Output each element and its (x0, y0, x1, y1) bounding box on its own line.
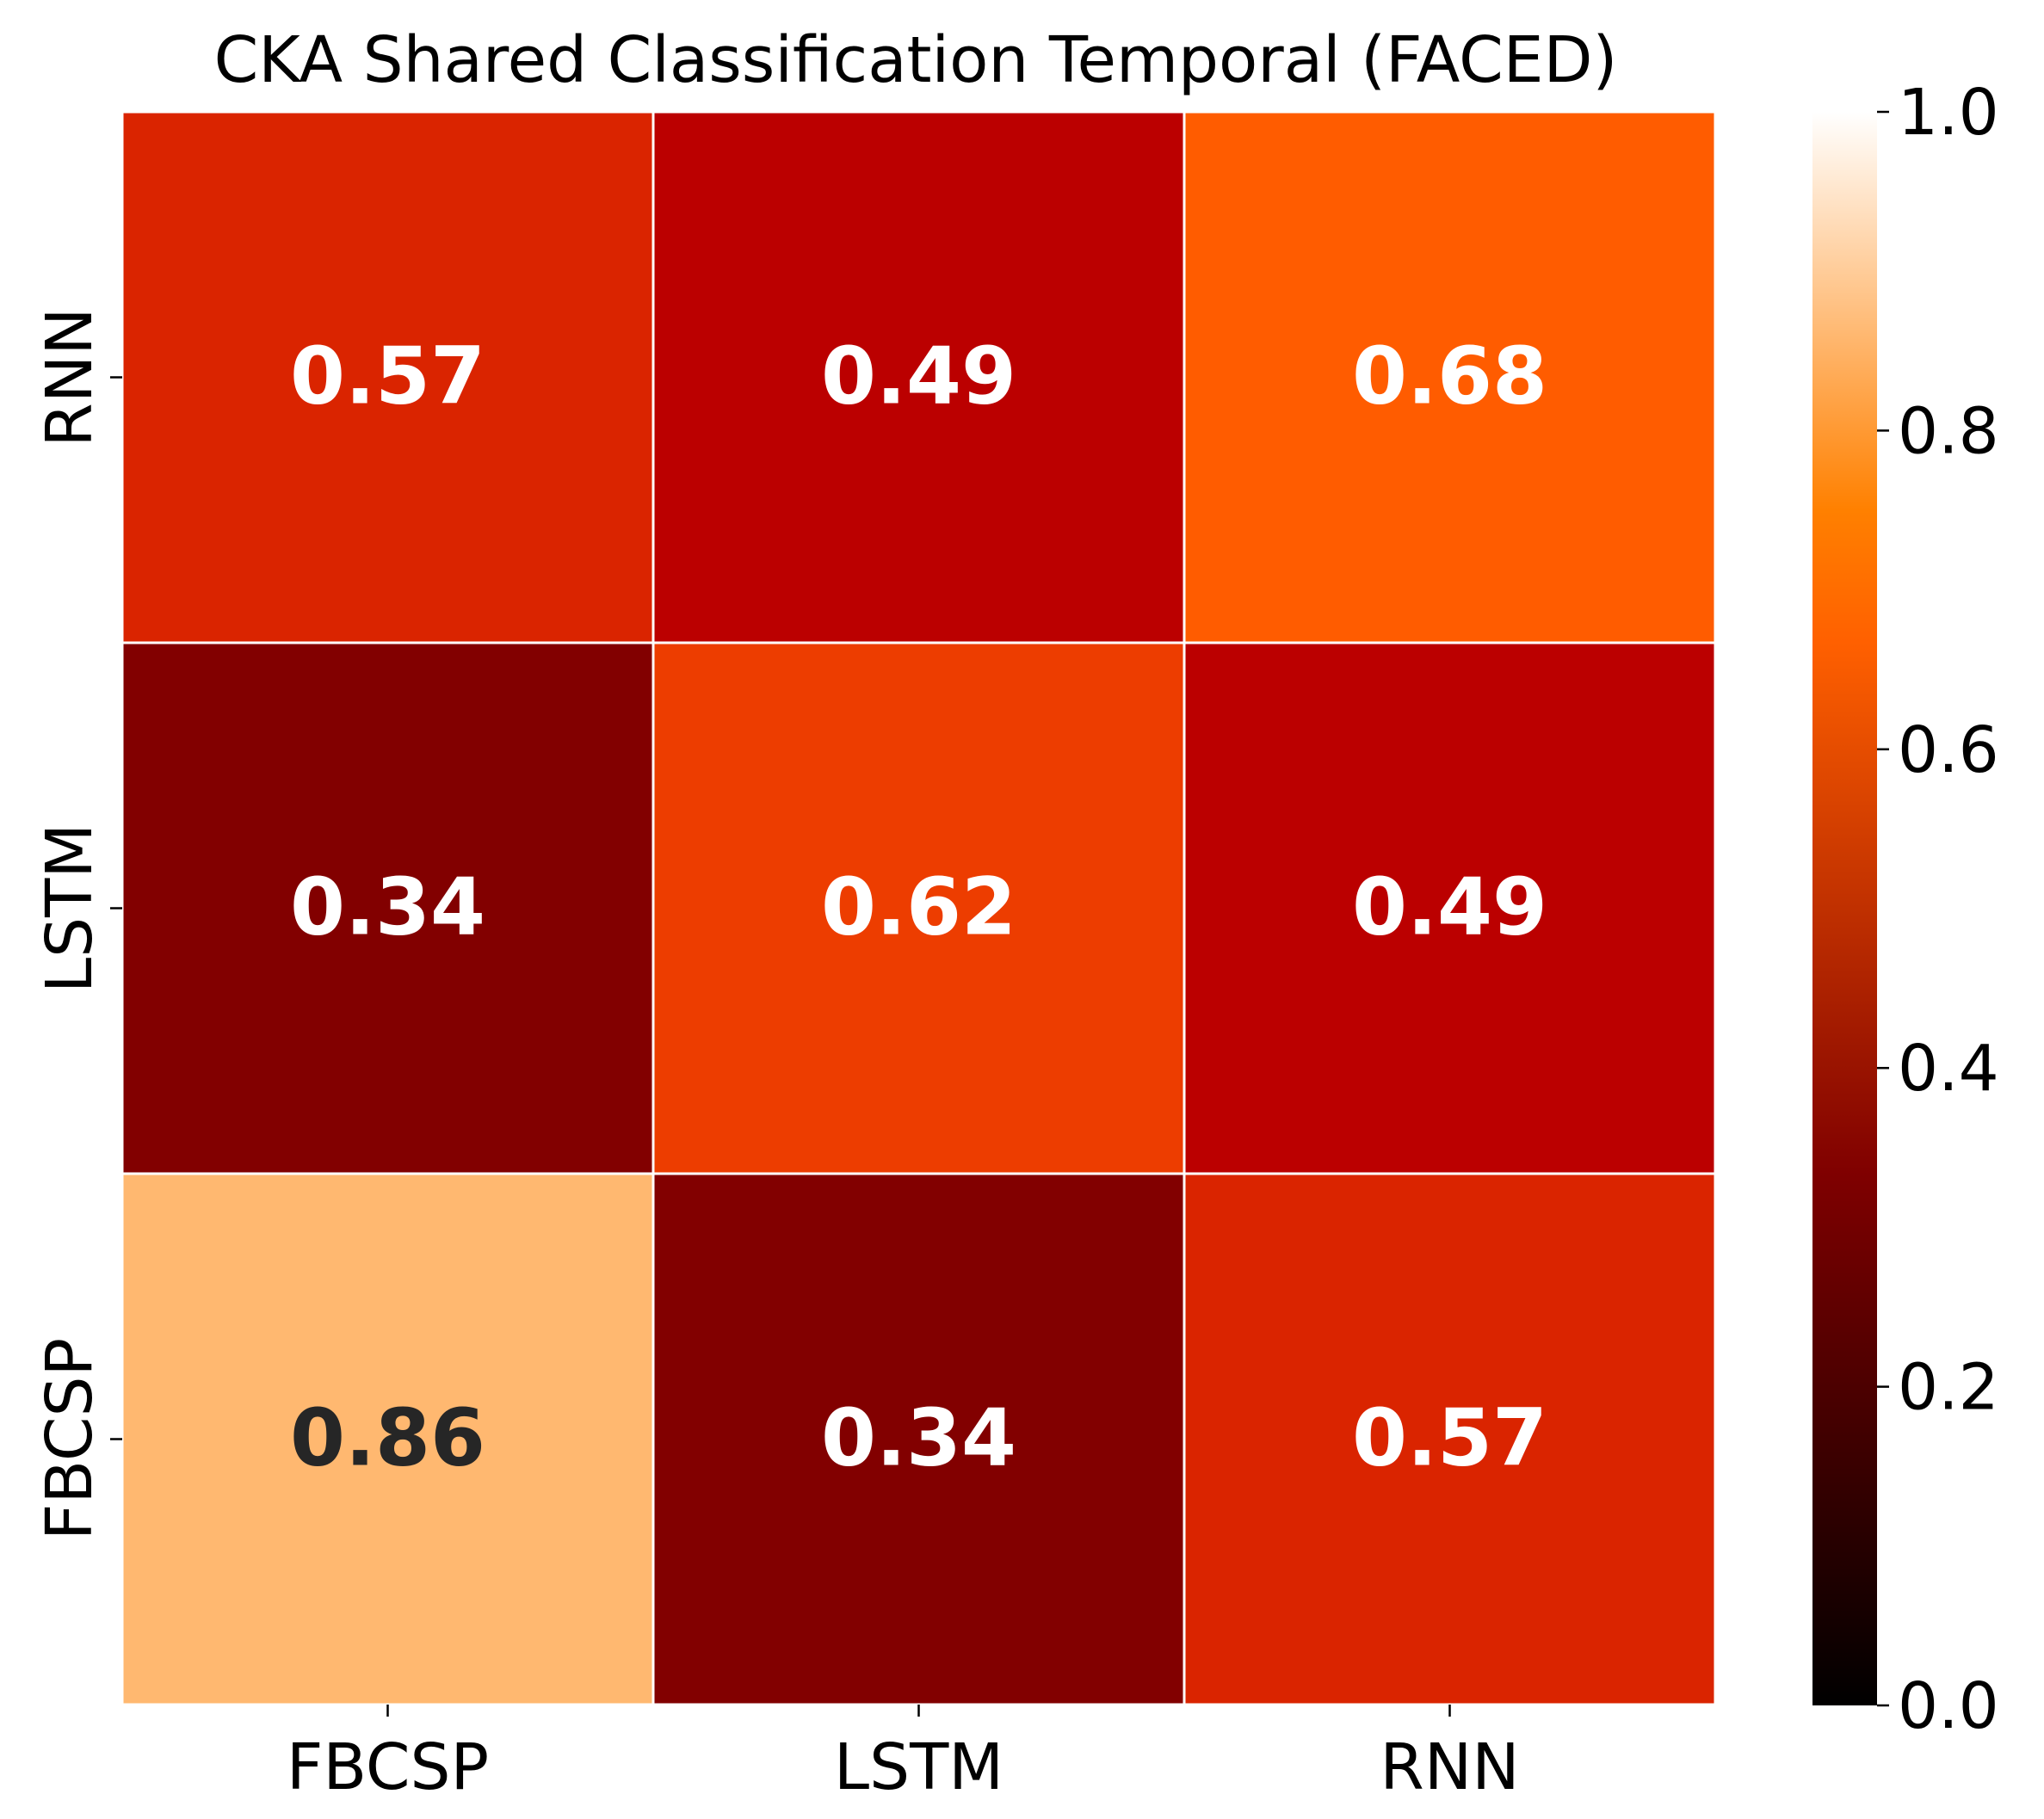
cell-value-label: 0.86 (290, 1392, 485, 1484)
x-tick-label: RNN (1380, 1730, 1519, 1804)
heatmap-cells (120, 110, 1717, 1706)
heatmap-cell (120, 641, 655, 1175)
cell-value-label: 0.34 (290, 861, 485, 953)
heatmap-cell (1183, 110, 1717, 644)
cell-value-label: 0.49 (1352, 861, 1547, 953)
heatmap-cell (120, 110, 655, 644)
cell-value-label: 0.57 (290, 330, 485, 422)
cell-value-label: 0.68 (1352, 330, 1547, 422)
colorbar-tick-label: 0.4 (1898, 1032, 1999, 1106)
x-axis: FBCSP LSTM RNN (287, 1705, 1520, 1804)
colorbar-gradient (1812, 112, 1877, 1705)
colorbar: 0.0 0.2 0.4 0.6 0.8 1.0 (1812, 76, 1999, 1743)
heatmap-cell (1183, 641, 1717, 1175)
heatmap-cell (651, 110, 1186, 644)
cell-value-label: 0.57 (1352, 1392, 1547, 1484)
chart-title: CKA Shared Classification Temporal (FACE… (214, 23, 1618, 97)
heatmap-cell (120, 1172, 655, 1706)
heatmap-cell (651, 641, 1186, 1175)
colorbar-tick-label: 0.8 (1898, 394, 1999, 468)
y-tick-label: LSTM (33, 823, 107, 993)
colorbar-tick-label: 1.0 (1898, 76, 1999, 150)
colorbar-tick-label: 0.0 (1898, 1669, 1999, 1743)
colorbar-ticks: 0.0 0.2 0.4 0.6 0.8 1.0 (1877, 76, 1999, 1743)
colorbar-tick-label: 0.6 (1898, 713, 1999, 787)
heatmap-cell (651, 1172, 1186, 1706)
colorbar-tick-label: 0.2 (1898, 1351, 1999, 1425)
y-axis: RNN LSTM FBCSP (33, 307, 122, 1540)
x-tick-label: FBCSP (287, 1730, 489, 1804)
cell-value-label: 0.34 (821, 1392, 1016, 1484)
y-tick-label: RNN (33, 307, 107, 447)
x-tick-label: LSTM (834, 1730, 1003, 1804)
heatmap-cell-labels: 0.57 0.49 0.68 0.34 0.62 0.49 0.86 0.34 0.57 (290, 330, 1547, 1484)
cell-value-label: 0.62 (821, 861, 1016, 953)
cell-value-label: 0.49 (821, 330, 1016, 422)
y-tick-label: FBCSP (33, 1338, 107, 1540)
